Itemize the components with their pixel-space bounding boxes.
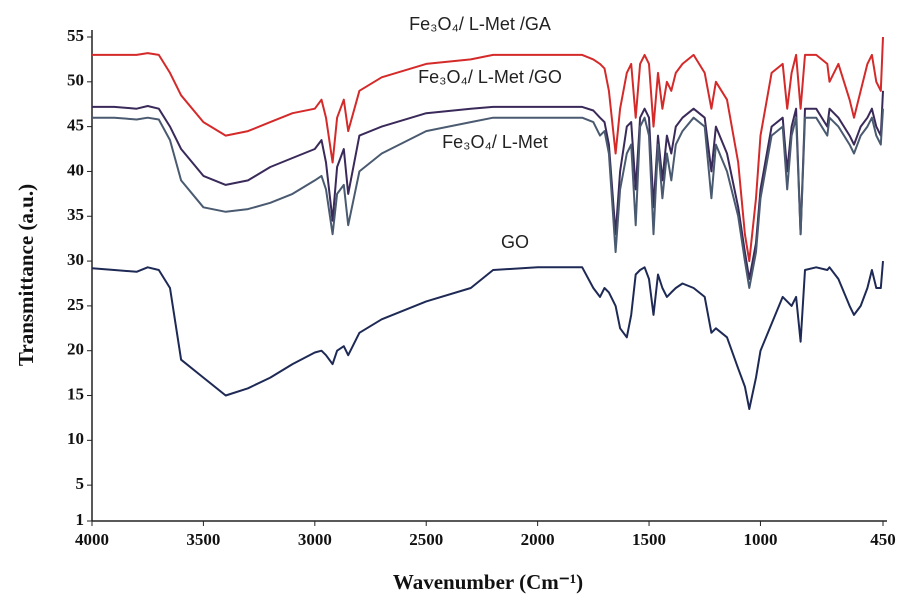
series-label: Fe₃O₄/ L-Met /GA (409, 14, 551, 34)
x-tick-label: 1500 (632, 530, 666, 549)
y-tick-label: 1 (76, 510, 85, 529)
y-tick-label: 55 (67, 26, 84, 45)
x-tick-label: 4000 (75, 530, 109, 549)
y-tick-label: 25 (67, 295, 84, 314)
x-tick-label: 1000 (743, 530, 777, 549)
series-label: Fe₃O₄/ L-Met (442, 132, 548, 152)
y-tick-label: 20 (67, 340, 84, 359)
series-label: Fe₃O₄/ L-Met /GO (418, 67, 562, 87)
y-tick-label: 40 (67, 160, 84, 179)
y-tick-label: 30 (67, 250, 84, 269)
x-tick-label: 450 (870, 530, 896, 549)
series-line (91, 261, 884, 410)
x-tick-label: 3500 (186, 530, 220, 549)
series-line (92, 108, 884, 289)
y-tick-label: 5 (76, 474, 85, 493)
y-tick-label: 50 (67, 71, 84, 90)
y-tick-label: 45 (67, 116, 84, 135)
y-tick-label: 15 (67, 384, 84, 403)
x-tick-label: 2500 (409, 530, 443, 549)
y-tick-label: 35 (67, 205, 84, 224)
y-axis-label: Transmittance (a.u.) (14, 184, 38, 366)
x-tick-label: 2000 (521, 530, 555, 549)
series-line (92, 36, 884, 263)
x-tick-label: 3000 (298, 530, 332, 549)
series-label: GO (501, 232, 529, 252)
y-tick-label: 10 (67, 429, 84, 448)
x-axis-label: Wavenumber (Cm⁻¹) (393, 570, 583, 594)
